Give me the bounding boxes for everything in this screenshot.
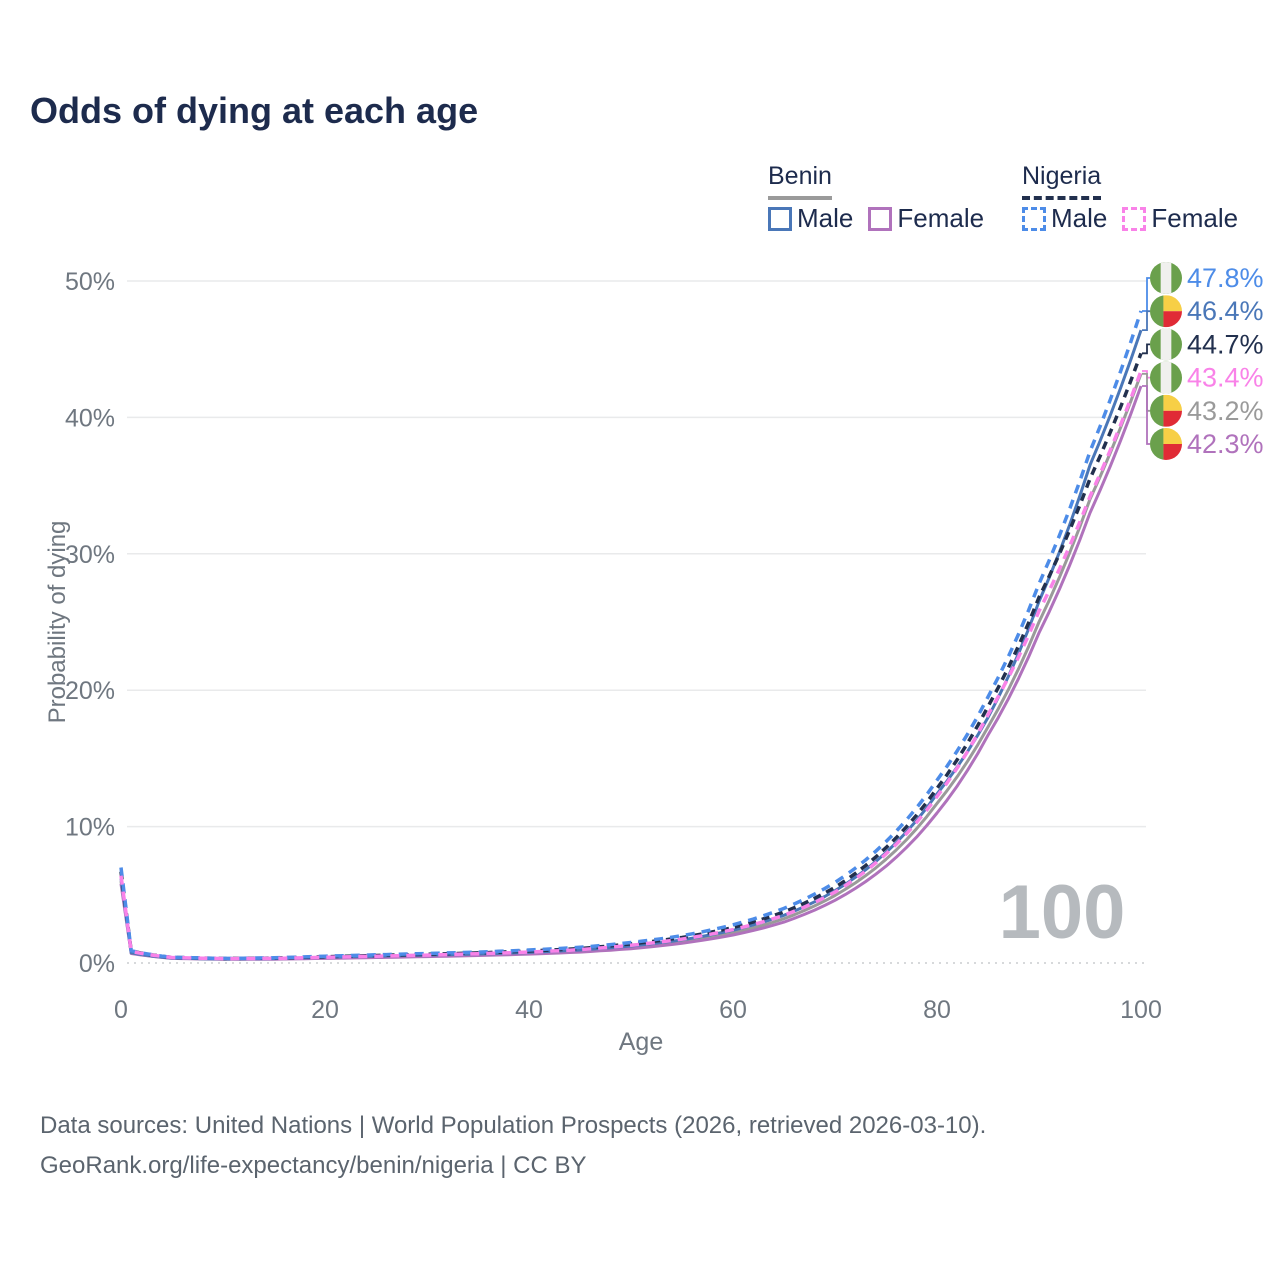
footer: Data sources: United Nations | World Pop… [40, 1106, 1190, 1186]
benin-flag-icon [1150, 295, 1164, 328]
leader-line-nigeria_total [1142, 343, 1150, 355]
legend-benin-female[interactable]: Female [868, 203, 984, 234]
leader-line-benin_total [1142, 372, 1150, 412]
legend-nigeria-header[interactable]: Nigeria [1022, 162, 1102, 200]
footer-attribution-line: GeoRank.org/life-expectancy/benin/nigeri… [40, 1152, 587, 1179]
series-line-nigeria_male [119, 310, 1143, 961]
leader-line-benin_female [1142, 385, 1150, 445]
x-tick-label-20: 20 [311, 996, 339, 1024]
y-tick-label-50: 50% [65, 268, 115, 296]
x-axis-title: Age [619, 1028, 663, 1056]
nigeria-flag-icon [1160, 262, 1172, 294]
x-tick-label-80: 80 [923, 996, 951, 1024]
benin-flag-icon [1150, 428, 1164, 460]
legend-nigeria-male-label: Male [1051, 203, 1108, 233]
end-label-nigeria_female: 43.4% [1187, 363, 1264, 393]
x-tick-label-60: 60 [719, 996, 747, 1024]
end-label-nigeria_total: 44.7% [1187, 329, 1264, 359]
legend-benin-male-label: Male [797, 203, 854, 233]
legend-benin-male[interactable]: Male [768, 203, 853, 234]
legend-group-nigeria: Nigeria Male Female [1022, 162, 1238, 234]
legend-group-benin: Benin Male Female [768, 162, 984, 234]
benin-male-swatch-icon [768, 206, 792, 231]
legend-benin-header[interactable]: Benin [768, 162, 832, 200]
series-line-benin_total [119, 373, 1143, 961]
benin-flag-icon [1150, 394, 1164, 427]
legend-nigeria-male[interactable]: Male [1022, 203, 1107, 234]
footer-sources-line: Data sources: United Nations | World Pop… [40, 1112, 987, 1139]
y-tick-label-10: 10% [65, 814, 115, 842]
y-tick-label-30: 30% [65, 541, 115, 569]
series-line-benin_male [119, 329, 1143, 961]
y-tick-label-40: 40% [65, 404, 115, 432]
x-tick-label-40: 40 [515, 996, 543, 1024]
end-label-benin_female: 42.3% [1187, 429, 1264, 459]
nigeria-flag-icon [1160, 361, 1172, 394]
end-label-nigeria_male: 47.8% [1187, 263, 1264, 293]
series-line-nigeria_female [119, 370, 1143, 961]
y-tick-label-20: 20% [65, 677, 115, 705]
end-label-benin_total: 43.2% [1187, 396, 1264, 426]
series-line-nigeria_total [119, 352, 1143, 961]
leader-line-benin_male [1142, 310, 1150, 331]
benin-female-swatch-icon [868, 206, 893, 231]
legend-nigeria-female-label: Female [1151, 203, 1239, 233]
nigeria-flag-icon [1160, 328, 1172, 361]
page-title: Odds of dying at each age [30, 90, 479, 131]
legend-nigeria-female[interactable]: Female [1122, 203, 1238, 234]
x-tick-label-0: 0 [114, 996, 128, 1024]
leader-line-nigeria_male [1142, 277, 1150, 312]
y-tick-label-0: 0% [79, 950, 115, 978]
series-line-benin_female [119, 385, 1143, 961]
age-watermark: 100 [999, 870, 1126, 955]
x-tick-label-100: 100 [1120, 996, 1162, 1024]
legend-benin-female-label: Female [897, 203, 985, 233]
end-label-benin_male: 46.4% [1187, 296, 1264, 326]
nigeria-female-swatch-icon [1122, 206, 1147, 231]
nigeria-male-swatch-icon [1022, 206, 1046, 231]
